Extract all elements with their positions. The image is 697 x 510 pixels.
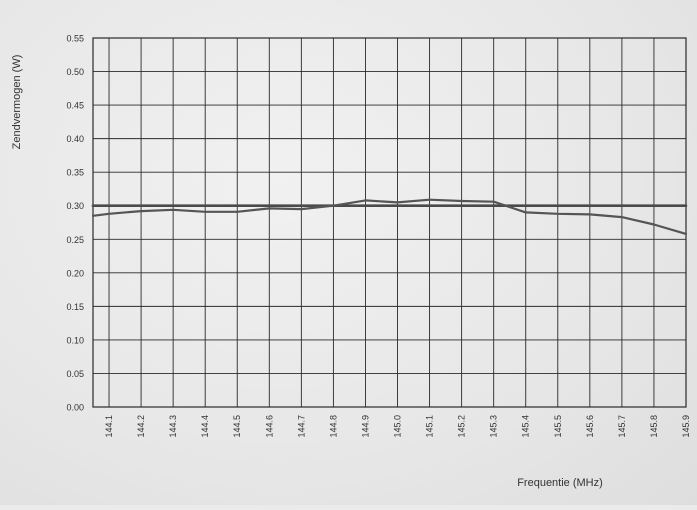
x-tick-label: 145.1 <box>425 415 435 438</box>
y-tick-label: 0.00 <box>66 403 84 413</box>
x-axis-label: Frequentie (MHz) <box>517 477 603 489</box>
x-tick-label: 144.1 <box>104 415 114 438</box>
y-tick-label: 0.05 <box>66 369 84 379</box>
y-tick-label: 0.20 <box>66 268 84 278</box>
y-tick-label: 0.25 <box>66 235 84 245</box>
x-tick-label: 145.7 <box>617 415 627 438</box>
x-tick-label: 145.3 <box>489 415 499 438</box>
x-tick-label: 144.4 <box>200 415 210 438</box>
x-tick-label: 144.7 <box>296 415 306 438</box>
x-tick-label: 145.4 <box>521 415 531 438</box>
y-tick-label: 0.40 <box>66 134 84 144</box>
grid-layer <box>92 37 687 408</box>
series-line-measured <box>91 198 688 235</box>
x-tick-label: 145.0 <box>393 415 403 438</box>
y-tick-label: 0.50 <box>66 67 84 77</box>
y-tick-label: 0.55 <box>66 34 84 44</box>
y-tick-label: 0.30 <box>66 201 84 211</box>
y-axis-label: Zendvermogen (W) <box>11 55 23 150</box>
x-tick-label: 144.6 <box>264 415 274 438</box>
x-tick-label: 144.2 <box>136 415 146 438</box>
x-tick-label: 144.3 <box>168 415 178 438</box>
y-tick-label: 0.10 <box>66 335 84 345</box>
x-tick-label: 145.9 <box>681 415 691 438</box>
x-tick-label: 144.5 <box>232 415 242 438</box>
series-layer <box>91 198 688 235</box>
y-tick-label: 0.35 <box>66 168 84 178</box>
x-tick-label: 145.2 <box>457 415 467 438</box>
x-tick-label: 145.5 <box>553 415 563 438</box>
x-tick-label: 145.8 <box>649 415 659 438</box>
x-tick-label: 144.8 <box>328 415 338 438</box>
plot-frame <box>92 37 687 408</box>
x-tick-label: 144.9 <box>360 415 370 438</box>
tick-label-layer: 0.00 0.05 0.10 0.15 0.20 0.25 0.30 0.35 0.40 0.45… <box>66 34 691 438</box>
y-tick-label: 0.15 <box>66 302 84 312</box>
x-tick-label: 145.6 <box>585 415 595 438</box>
y-tick-label: 0.45 <box>66 101 84 111</box>
